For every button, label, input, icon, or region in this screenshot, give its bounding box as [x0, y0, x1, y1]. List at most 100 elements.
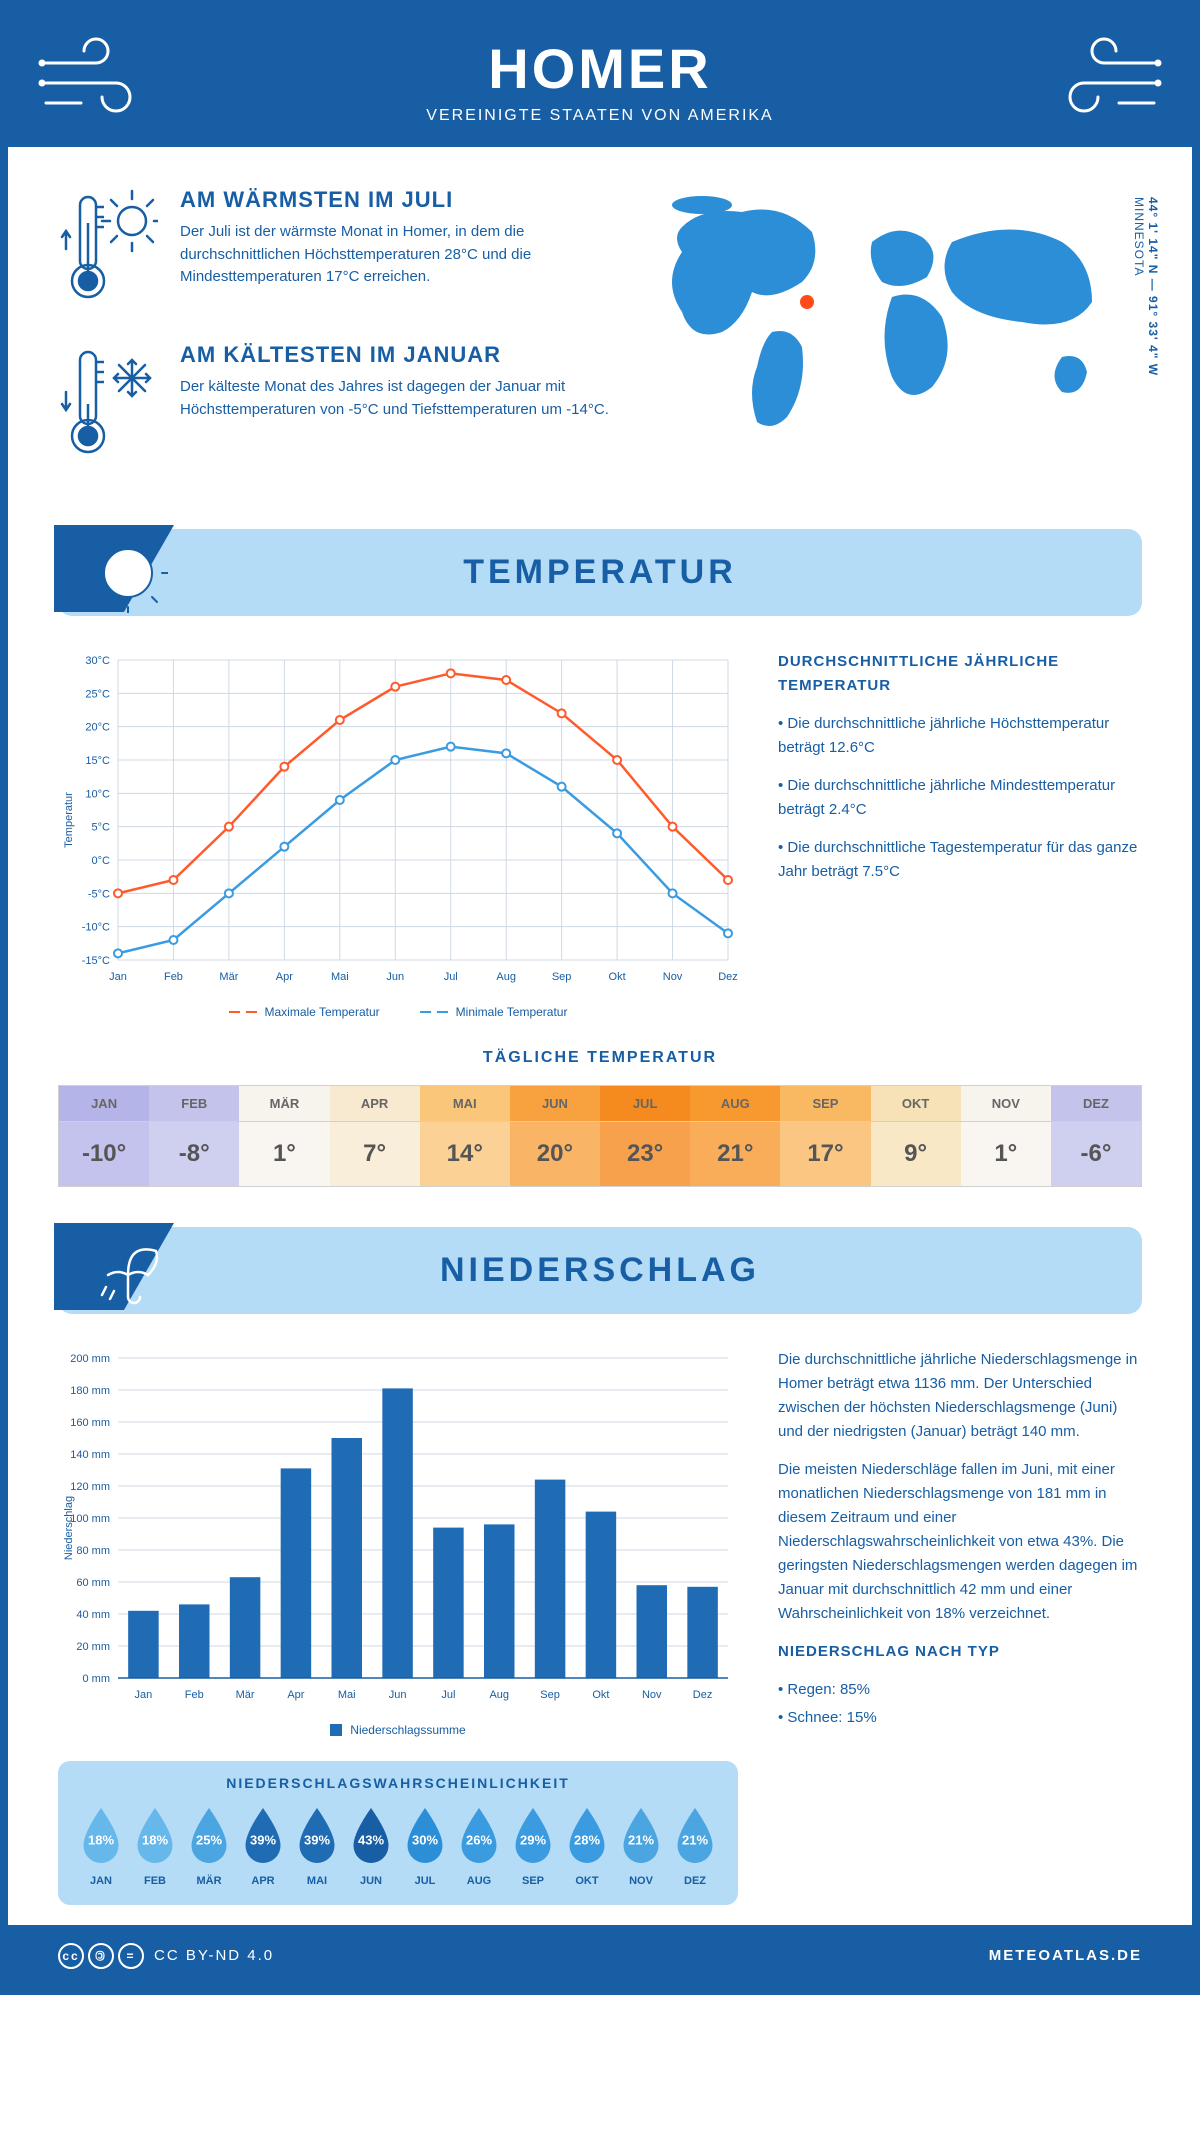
- svg-text:Feb: Feb: [164, 971, 183, 983]
- probability-drop: 39%MAI: [292, 1803, 342, 1887]
- svg-text:Feb: Feb: [185, 1689, 204, 1701]
- svg-text:Temperatur: Temperatur: [63, 792, 75, 848]
- probability-drop: 29%SEP: [508, 1803, 558, 1887]
- svg-text:Nov: Nov: [642, 1689, 662, 1701]
- daily-temp-title: TÄGLICHE TEMPERATUR: [8, 1049, 1192, 1067]
- svg-text:Aug: Aug: [489, 1689, 509, 1701]
- location-subtitle: VEREINIGTE STAATEN VON AMERIKA: [8, 107, 1192, 125]
- svg-text:Apr: Apr: [276, 971, 293, 983]
- probability-drop: 21%NOV: [616, 1803, 666, 1887]
- precipitation-banner: NIEDERSCHLAG: [58, 1227, 1142, 1314]
- probability-drop: 30%JUL: [400, 1803, 450, 1887]
- probability-drop: 28%OKT: [562, 1803, 612, 1887]
- probability-drop: 26%AUG: [454, 1803, 504, 1887]
- svg-text:Jun: Jun: [386, 971, 404, 983]
- svg-text:Dez: Dez: [718, 971, 738, 983]
- svg-text:Mai: Mai: [338, 1689, 356, 1701]
- svg-text:-5°C: -5°C: [88, 888, 110, 900]
- precipitation-legend: Niederschlagssumme: [58, 1723, 738, 1737]
- svg-text:140 mm: 140 mm: [70, 1449, 110, 1461]
- svg-text:Mai: Mai: [331, 971, 349, 983]
- precipitation-probability-box: NIEDERSCHLAGSWAHRSCHEINLICHKEIT 18%JAN18…: [58, 1761, 738, 1905]
- svg-text:80 mm: 80 mm: [76, 1545, 110, 1557]
- infographic-frame: HOMER VEREINIGTE STAATEN VON AMERIKA: [0, 0, 1200, 1995]
- wind-icon: [36, 33, 166, 123]
- daily-temp-cell: DEZ-6°: [1051, 1086, 1141, 1186]
- site-credit: METEOATLAS.DE: [989, 1947, 1142, 1964]
- svg-text:40 mm: 40 mm: [76, 1609, 110, 1621]
- probability-drop: 25%MÄR: [184, 1803, 234, 1887]
- svg-text:20°C: 20°C: [85, 722, 110, 734]
- svg-text:200 mm: 200 mm: [70, 1353, 110, 1365]
- probability-drop: 18%JAN: [76, 1803, 126, 1887]
- sun-icon: [88, 533, 168, 613]
- svg-text:30°C: 30°C: [85, 655, 110, 667]
- temperature-line-chart: -15°C-10°C-5°C0°C5°C10°C15°C20°C25°C30°C…: [58, 650, 738, 1019]
- svg-text:Sep: Sep: [552, 971, 572, 983]
- daily-temp-cell: NOV1°: [961, 1086, 1051, 1186]
- svg-text:20 mm: 20 mm: [76, 1641, 110, 1653]
- daily-temp-cell: APR7°: [330, 1086, 420, 1186]
- svg-text:-15°C: -15°C: [82, 955, 110, 967]
- thermometer-sun-icon: [58, 187, 158, 312]
- svg-text:Mär: Mär: [219, 971, 238, 983]
- svg-text:0 mm: 0 mm: [83, 1673, 111, 1685]
- daily-temp-cell: OKT9°: [871, 1086, 961, 1186]
- world-map: 44° 1' 14" N — 91° 33' 4" WMINNESOTA: [642, 187, 1142, 497]
- svg-text:15°C: 15°C: [85, 755, 110, 767]
- svg-text:Okt: Okt: [609, 971, 626, 983]
- probability-drop: 21%DEZ: [670, 1803, 720, 1887]
- daily-temp-cell: AUG21°: [690, 1086, 780, 1186]
- svg-text:180 mm: 180 mm: [70, 1385, 110, 1397]
- location-title: HOMER: [8, 36, 1192, 101]
- daily-temp-cell: JUL23°: [600, 1086, 690, 1186]
- svg-text:Niederschlag: Niederschlag: [63, 1496, 75, 1560]
- probability-drop: 43%JUN: [346, 1803, 396, 1887]
- svg-text:Nov: Nov: [663, 971, 683, 983]
- daily-temp-table: JAN-10°FEB-8°MÄR1°APR7°MAI14°JUN20°JUL23…: [58, 1085, 1142, 1187]
- svg-text:100 mm: 100 mm: [70, 1513, 110, 1525]
- warmest-heading: AM WÄRMSTEN IM JULI: [180, 187, 612, 213]
- svg-text:Mär: Mär: [236, 1689, 255, 1701]
- svg-text:Jun: Jun: [389, 1689, 407, 1701]
- precipitation-info: Die durchschnittliche jährliche Niedersc…: [778, 1348, 1142, 1905]
- temperature-banner: TEMPERATUR: [58, 529, 1142, 616]
- svg-text:Jan: Jan: [109, 971, 127, 983]
- svg-text:Apr: Apr: [287, 1689, 304, 1701]
- svg-text:25°C: 25°C: [85, 688, 110, 700]
- temperature-section: -15°C-10°C-5°C0°C5°C10°C15°C20°C25°C30°C…: [8, 616, 1192, 1039]
- svg-text:Okt: Okt: [592, 1689, 609, 1701]
- thermometer-snowflake-icon: [58, 342, 158, 467]
- svg-text:60 mm: 60 mm: [76, 1577, 110, 1589]
- coldest-text: Der kälteste Monat des Jahres ist dagege…: [180, 376, 612, 421]
- svg-text:Jan: Jan: [135, 1689, 153, 1701]
- daily-temp-cell: JAN-10°: [59, 1086, 149, 1186]
- svg-text:Dez: Dez: [693, 1689, 713, 1701]
- temperature-info: DURCHSCHNITTLICHE JÄHRLICHE TEMPERATUR •…: [778, 650, 1142, 1019]
- intro-section: AM WÄRMSTEN IM JULI Der Juli ist der wär…: [8, 147, 1192, 529]
- probability-drop: 18%FEB: [130, 1803, 180, 1887]
- coldest-block: AM KÄLTESTEN IM JANUAR Der kälteste Mona…: [58, 342, 612, 467]
- precipitation-bar-chart: 0 mm 20 mm 40 mm 60 mm 80 mm 100 mm 120 mm 140 …: [58, 1348, 738, 1708]
- header-banner: HOMER VEREINIGTE STAATEN VON AMERIKA: [8, 8, 1192, 147]
- daily-temp-cell: FEB-8°: [149, 1086, 239, 1186]
- daily-temp-cell: JUN20°: [510, 1086, 600, 1186]
- svg-text:10°C: 10°C: [85, 788, 110, 800]
- coldest-heading: AM KÄLTESTEN IM JANUAR: [180, 342, 612, 368]
- wind-icon: [1034, 33, 1164, 123]
- svg-text:-10°C: -10°C: [82, 922, 110, 934]
- daily-temp-cell: MAI14°: [420, 1086, 510, 1186]
- footer: cc🄯= CC BY-ND 4.0 METEOATLAS.DE: [8, 1925, 1192, 1987]
- daily-temp-cell: SEP17°: [780, 1086, 870, 1186]
- precipitation-section: 0 mm 20 mm 40 mm 60 mm 80 mm 100 mm 120 mm 140 …: [8, 1314, 1192, 1925]
- umbrella-icon: [88, 1231, 168, 1311]
- svg-text:Aug: Aug: [496, 971, 516, 983]
- svg-text:160 mm: 160 mm: [70, 1417, 110, 1429]
- cc-icons: cc🄯=: [58, 1943, 144, 1969]
- svg-text:120 mm: 120 mm: [70, 1481, 110, 1493]
- coordinates-label: 44° 1' 14" N — 91° 33' 4" WMINNESOTA: [1132, 197, 1160, 376]
- svg-text:Jul: Jul: [441, 1689, 455, 1701]
- warmest-text: Der Juli ist der wärmste Monat in Homer,…: [180, 221, 612, 289]
- svg-text:5°C: 5°C: [92, 822, 111, 834]
- temperature-legend: Maximale Temperatur Minimale Temperatur: [58, 1005, 738, 1019]
